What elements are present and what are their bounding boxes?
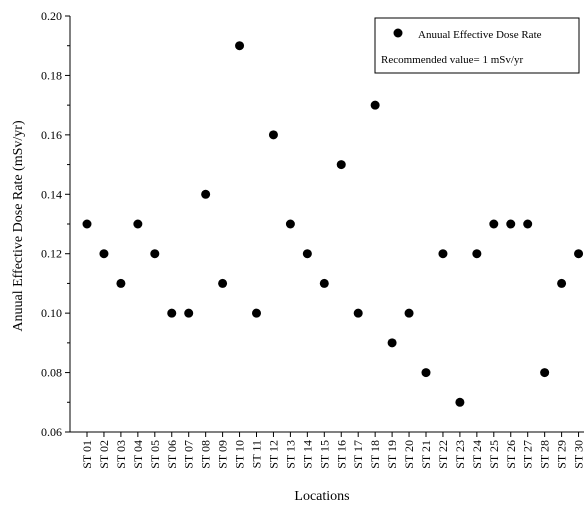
data-point	[387, 338, 397, 348]
x-tick-label: ST 06	[165, 440, 179, 469]
x-tick-label: ST 15	[317, 440, 331, 469]
x-tick-label: ST 29	[555, 440, 569, 469]
legend-series-label: Anuual Effective Dose Rate	[418, 29, 542, 41]
data-point	[252, 308, 261, 318]
data-point	[99, 249, 109, 259]
data-point	[336, 160, 346, 170]
x-tick-label: ST 08	[199, 440, 213, 469]
x-tick-label: ST 11	[250, 440, 264, 468]
x-tick-label: ST 03	[114, 440, 128, 469]
legend-note: Recommended value= 1 mSv/yr	[381, 54, 523, 66]
legend-box	[374, 17, 580, 74]
x-tick-label: ST 21	[419, 440, 433, 469]
y-tick-label: 0.06	[41, 425, 62, 439]
x-tick-label: ST 30	[572, 440, 585, 469]
x-tick-label: ST 18	[368, 440, 382, 469]
data-point	[268, 130, 278, 140]
data-point	[370, 100, 380, 110]
data-point	[557, 278, 567, 288]
data-point	[523, 219, 533, 229]
x-tick-label: ST 12	[266, 440, 280, 469]
x-tick-label: ST 27	[521, 440, 535, 469]
data-point	[235, 41, 245, 51]
y-axis-ticks: 0.06 0.08 0.10 0.12 0.14 0.16 0.18 0.20	[41, 9, 70, 439]
x-tick-label: ST 22	[436, 440, 450, 469]
y-tick-label: 0.12	[41, 247, 62, 261]
x-tick-label: ST 20	[402, 440, 416, 469]
x-tick-label: ST 04	[131, 440, 145, 469]
legend-marker	[393, 28, 403, 38]
y-tick-label: 0.10	[41, 306, 62, 320]
x-tick-label: ST 05	[148, 440, 162, 469]
x-tick-label: ST 10	[233, 440, 247, 469]
data-point	[150, 249, 160, 259]
data-point	[116, 278, 126, 288]
x-tick-label: ST 14	[300, 440, 314, 469]
data-point	[353, 308, 363, 318]
data-point	[319, 278, 329, 288]
x-tick-label: ST 23	[453, 440, 467, 469]
legend: Anuual Effective Dose Rate Recommended v…	[374, 17, 580, 74]
x-tick-label: ST 24	[470, 440, 484, 469]
x-tick-label: ST 19	[385, 440, 399, 469]
x-tick-label: ST 17	[351, 440, 365, 469]
data-point	[167, 308, 177, 318]
x-tick-label: ST 16	[334, 440, 348, 469]
x-tick-label: ST 07	[182, 440, 196, 469]
y-tick-label: 0.18	[41, 68, 62, 82]
x-tick-label: ST 25	[487, 440, 501, 469]
data-point	[506, 219, 516, 229]
data-point	[574, 249, 584, 259]
data-points	[82, 41, 584, 407]
data-point	[421, 368, 431, 378]
data-point	[184, 308, 194, 318]
x-tick-label: ST 09	[216, 440, 230, 469]
y-tick-label: 0.14	[41, 187, 62, 201]
x-tick-label: ST 26	[504, 440, 518, 469]
y-axis-title: Anuual Effective Dose Rate (mSv/yr)	[11, 120, 26, 332]
x-tick-label: ST 02	[97, 440, 111, 469]
x-tick-label: ST 28	[538, 440, 552, 469]
data-point	[472, 249, 482, 259]
data-point	[133, 219, 143, 229]
data-point	[540, 368, 550, 378]
data-point	[404, 308, 414, 318]
x-tick-label: ST 13	[283, 440, 297, 469]
data-point	[302, 249, 312, 259]
data-point	[489, 219, 499, 229]
data-point	[82, 219, 92, 229]
data-point	[455, 397, 465, 407]
y-tick-label: 0.20	[41, 9, 62, 23]
data-point	[201, 189, 211, 199]
data-point	[285, 219, 295, 229]
data-point	[438, 249, 448, 259]
x-tick-label: ST 01	[80, 440, 94, 469]
data-point	[218, 278, 228, 288]
x-axis-ticks: ST 01 ST 02 ST 03 ST 04 ST 05 ST 06 ST 07 ST 08…	[80, 432, 585, 469]
y-tick-label: 0.16	[41, 128, 62, 142]
x-axis-title: Locations	[294, 489, 349, 504]
y-tick-label: 0.08	[41, 366, 62, 380]
